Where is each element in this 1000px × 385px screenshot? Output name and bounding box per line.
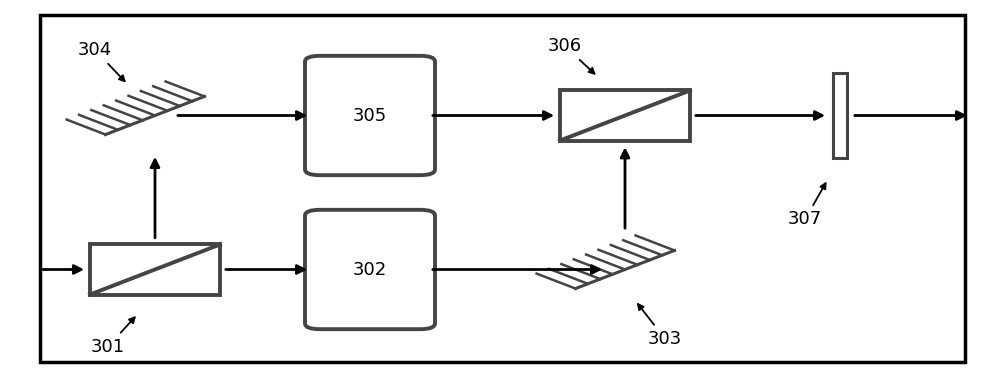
Text: 302: 302 (353, 261, 387, 278)
FancyBboxPatch shape (305, 210, 435, 329)
Text: 303: 303 (638, 304, 682, 348)
Bar (560, 90, 690, 141)
Bar (90, 244, 220, 295)
Bar (40, 15, 965, 362)
Text: 306: 306 (548, 37, 594, 74)
FancyBboxPatch shape (305, 56, 435, 175)
Text: 304: 304 (78, 41, 125, 81)
Bar (833, 73, 847, 158)
Text: 301: 301 (91, 317, 135, 355)
Text: 307: 307 (788, 183, 826, 228)
Text: 305: 305 (353, 107, 387, 124)
